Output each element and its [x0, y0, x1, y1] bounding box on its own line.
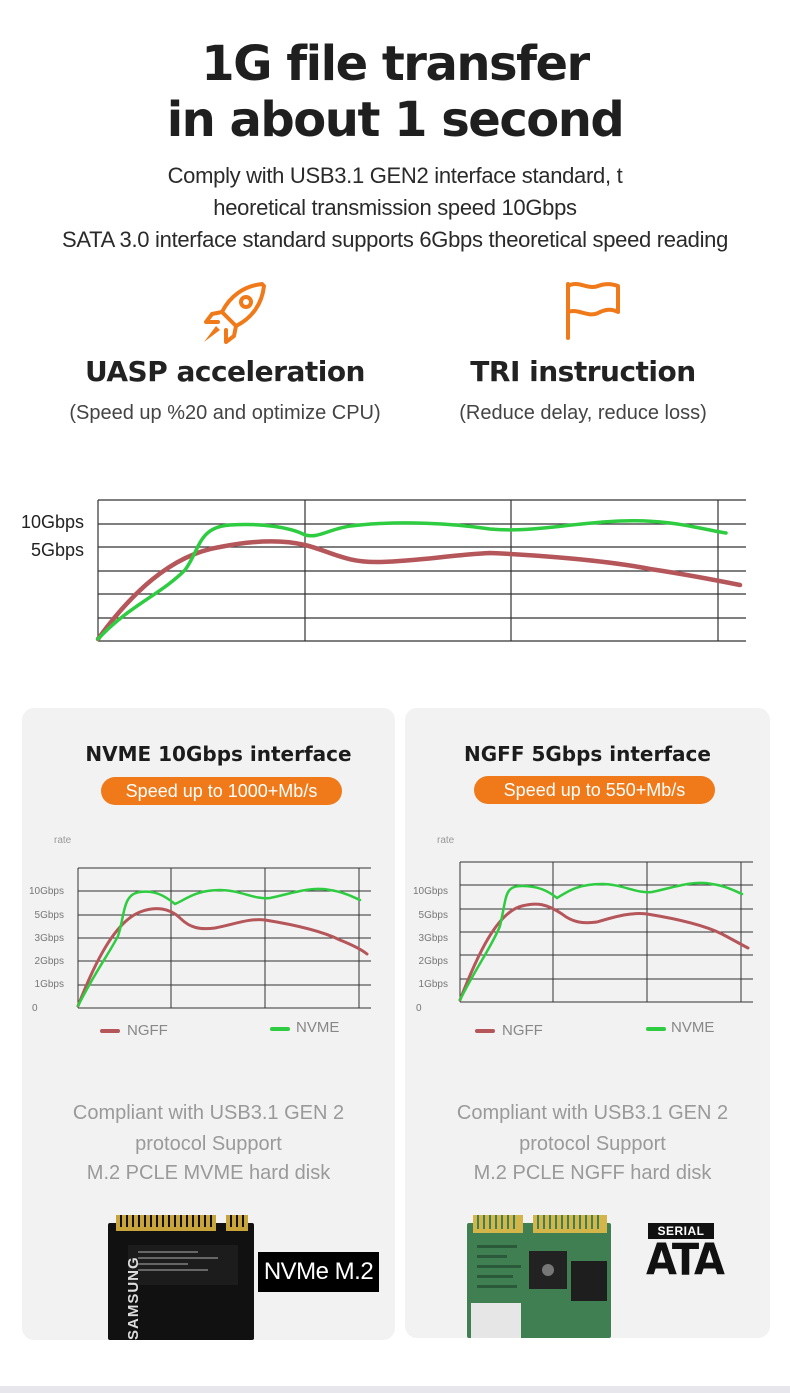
bottom-divider — [0, 1386, 790, 1393]
nvme-text-3: M.2 PCLE MVME hard disk — [86, 1162, 331, 1184]
feature-desc-tri: (Reduce delay, reduce loss) — [459, 402, 707, 424]
rocket-icon — [204, 282, 266, 344]
ngff-ylabel-0: 0 — [416, 1003, 422, 1014]
ngff-ylabel-2gbps: 2Gbps — [418, 956, 448, 967]
nvme-ylabel-10gbps: 10Gbps — [28, 886, 64, 897]
nvme-ylabel-5gbps: 5Gbps — [34, 910, 64, 921]
nvme-ylabel-3gbps: 3Gbps — [34, 933, 64, 944]
nvme-ylabel-1gbps: 1Gbps — [34, 979, 64, 990]
feature-title-uasp: UASP acceleration — [84, 355, 366, 388]
subline-3: SATA 3.0 interface standard supports 6Gb… — [61, 227, 729, 252]
ssd-brand-label: SAMSUNG — [125, 1256, 142, 1340]
nvme-mini-chart — [76, 867, 371, 1009]
main-axis-label-10gbps: 10Gbps — [20, 512, 84, 532]
ngff-ylabel-10gbps: 10Gbps — [412, 886, 448, 897]
ngff-panel-title: NGFF 5Gbps interface — [464, 742, 711, 766]
ngff-text-2: protocol Support — [519, 1133, 666, 1155]
subline-1: Comply with USB3.1 GEN2 interface standa… — [167, 163, 623, 188]
serial-ata-logo-top: SERIAL — [648, 1223, 714, 1239]
nvme-ylabel-2gbps: 2Gbps — [34, 956, 64, 967]
subline-2: heoretical transmission speed 10Gbps — [213, 195, 577, 220]
ngff-legend-nvme-swatch — [646, 1027, 666, 1031]
flag-icon — [566, 282, 620, 340]
headline-line-1: 1G file transfer — [201, 36, 590, 92]
nvme-m2-label: NVMe M.2 — [258, 1252, 379, 1292]
nvme-ylabel-0: 0 — [32, 1003, 38, 1014]
nvme-text-2: protocol Support — [135, 1133, 282, 1155]
nvme-axis-title: rate — [54, 835, 72, 846]
nvme-ssd-image — [108, 1215, 254, 1340]
nvme-legend-ngff-swatch — [100, 1029, 120, 1033]
ngff-axis-title: rate — [437, 835, 455, 846]
nvme-panel-title: NVME 10Gbps interface — [85, 742, 352, 766]
ngff-text-1: Compliant with USB3.1 GEN 2 — [456, 1102, 729, 1124]
ngff-ylabel-1gbps: 1Gbps — [418, 979, 448, 990]
nvme-legend-ngff: NGFF — [127, 1022, 168, 1039]
main-speed-chart — [95, 499, 746, 642]
ngff-legend-ngff-swatch — [475, 1029, 495, 1033]
ngff-mini-chart — [458, 861, 753, 1003]
serial-ata-logo-bottom: ATA — [646, 1234, 725, 1286]
ngff-legend-ngff: NGFF — [502, 1022, 543, 1039]
ngff-speed-badge: Speed up to 550+Mb/s — [474, 776, 715, 804]
main-axis-label-5gbps: 5Gbps — [30, 540, 84, 560]
nvme-legend-nvme-swatch — [270, 1027, 290, 1031]
feature-title-tri: TRI instruction — [470, 355, 696, 388]
headline-line-2: in about 1 second — [166, 92, 625, 148]
ngff-legend-nvme: NVME — [671, 1019, 715, 1036]
ngff-ssd-image — [467, 1215, 611, 1338]
serial-ata-logo: SERIAL ATA — [646, 1223, 725, 1286]
nvme-speed-badge: Speed up to 1000+Mb/s — [101, 777, 342, 805]
nvme-text-1: Compliant with USB3.1 GEN 2 — [72, 1102, 345, 1124]
ngff-ylabel-3gbps: 3Gbps — [418, 933, 448, 944]
ngff-ylabel-5gbps: 5Gbps — [418, 910, 448, 921]
ngff-text-3: M.2 PCLE NGFF hard disk — [473, 1162, 712, 1184]
nvme-legend-nvme: NVME — [296, 1019, 340, 1036]
feature-desc-uasp: (Speed up %20 and optimize CPU) — [69, 402, 381, 424]
